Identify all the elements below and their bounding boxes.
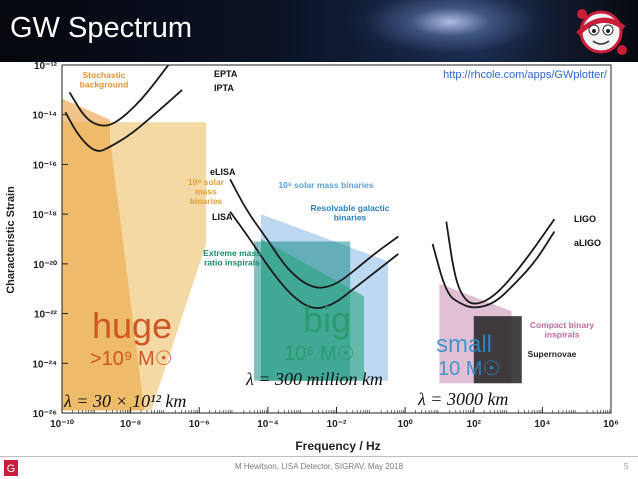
y-tick-label: 10⁻²⁶ (33, 409, 57, 420)
region-extreme-mass-ratio-inspirals (261, 239, 364, 381)
label-compact-binary-inspirals: Compact binary inspirals (530, 320, 595, 340)
footer-divider (0, 456, 638, 457)
footer-credit: M Hewitson, LISA Detector, SIGRAV, May 2… (234, 462, 404, 471)
y-tick-label: 10⁻¹⁸ (33, 210, 58, 221)
x-tick-label: 10⁻⁴ (257, 419, 278, 430)
page-number: 5 (624, 462, 629, 471)
x-tick-label: 10⁻² (327, 419, 347, 430)
huge-label: huge (92, 305, 172, 346)
label-resolvable-galactic-binaries: Resolvable galactic binaries (311, 203, 390, 223)
label-ipta: IPTA (214, 83, 234, 93)
cartoon-logo-icon (576, 9, 627, 55)
chart-labels: EPTA IPTA eLISA LISA LIGO aLIGO Stochastic back… (80, 69, 601, 359)
label-lisa: LISA (212, 212, 233, 222)
x-tick-label: 10⁻¹⁰ (50, 419, 74, 430)
small-wavelength-label: λ = 3000 km (417, 389, 508, 409)
region-supernovae (473, 316, 522, 384)
source-regions (62, 98, 522, 411)
x-tick-label: 10⁻⁸ (120, 419, 141, 430)
big-wavelength-label: λ = 300 million km (245, 369, 383, 389)
label-extreme-mass-ratio-inspirals: Extreme mass ratio inspirals (203, 248, 261, 268)
label-10-9-solar-mass-binaries: 10⁹ solar mass binaries (188, 177, 225, 206)
curve-elisa (229, 178, 399, 289)
label-aligo: aLIGO (574, 238, 601, 248)
label-epta: EPTA (214, 69, 238, 79)
big-label: big (303, 299, 351, 340)
galaxy-image (340, 0, 560, 62)
slide-title: GW Spectrum (10, 12, 193, 44)
y-tick-label: 10⁻¹⁴ (32, 111, 57, 122)
y-tick-label: 10⁻²⁴ (32, 359, 57, 370)
curve-ligo (445, 218, 556, 305)
x-tick-label: 10⁴ (534, 419, 550, 430)
x-tick-label: 10² (467, 419, 482, 430)
gw-spectrum-chart: 10⁻¹⁰ 10⁻⁸ 10⁻⁶ 10⁻⁴ 10⁻² 10⁰ 10² 10⁴ 10⁶ 10⁻¹² 10… (0, 62, 638, 456)
curve-ipta (64, 89, 183, 152)
label-supernovae: Supernovae (528, 349, 577, 359)
axes: 10⁻¹⁰ 10⁻⁸ 10⁻⁶ 10⁻⁴ 10⁻² 10⁰ 10² 10⁴ 10⁶ 10⁻¹² 10… (32, 62, 619, 430)
region-10-9-solar-mass-binaries (62, 122, 207, 411)
label-10-6-solar-mass-binaries: 10⁶ solar mass binaries (278, 180, 373, 190)
curve-lisa (229, 211, 399, 309)
label-elisa: eLISA (210, 167, 236, 177)
y-tick-label: 10⁻¹⁶ (33, 160, 57, 171)
small-mass-label: 10 M☉ (438, 358, 500, 380)
y-tick-label: 10⁻²² (34, 310, 58, 321)
small-label: small (436, 331, 492, 358)
slide-header: GW Spectrum (0, 0, 638, 62)
y-tick-label: 10⁻²⁰ (33, 260, 57, 271)
svg-text:G: G (7, 463, 16, 475)
x-tick-label: 10⁻⁶ (189, 419, 210, 430)
big-mass-label: 10⁶ M☉ (284, 343, 355, 365)
x-tick-label: 10⁶ (603, 419, 619, 430)
huge-wavelength-label: λ = 30 × 10¹² km (63, 391, 186, 411)
y-axis-title: Characteristic Strain (5, 186, 17, 294)
x-axis-title: Frequency / Hz (295, 439, 380, 453)
detector-curves (64, 65, 556, 309)
label-stochastic-background: Stochastic background (80, 70, 129, 90)
label-ligo: LIGO (574, 214, 596, 224)
x-tick-label: 10⁰ (398, 419, 413, 430)
institute-logo-icon: G (4, 460, 18, 476)
y-tick-label: 10⁻¹² (34, 62, 58, 72)
curve-epta (68, 65, 170, 127)
huge-mass-label: >10⁹ M☉ (90, 348, 173, 370)
gwplotter-url[interactable]: http://rhcole.com/apps/GWplotter/ (443, 69, 608, 81)
curve-aligo (431, 231, 556, 309)
